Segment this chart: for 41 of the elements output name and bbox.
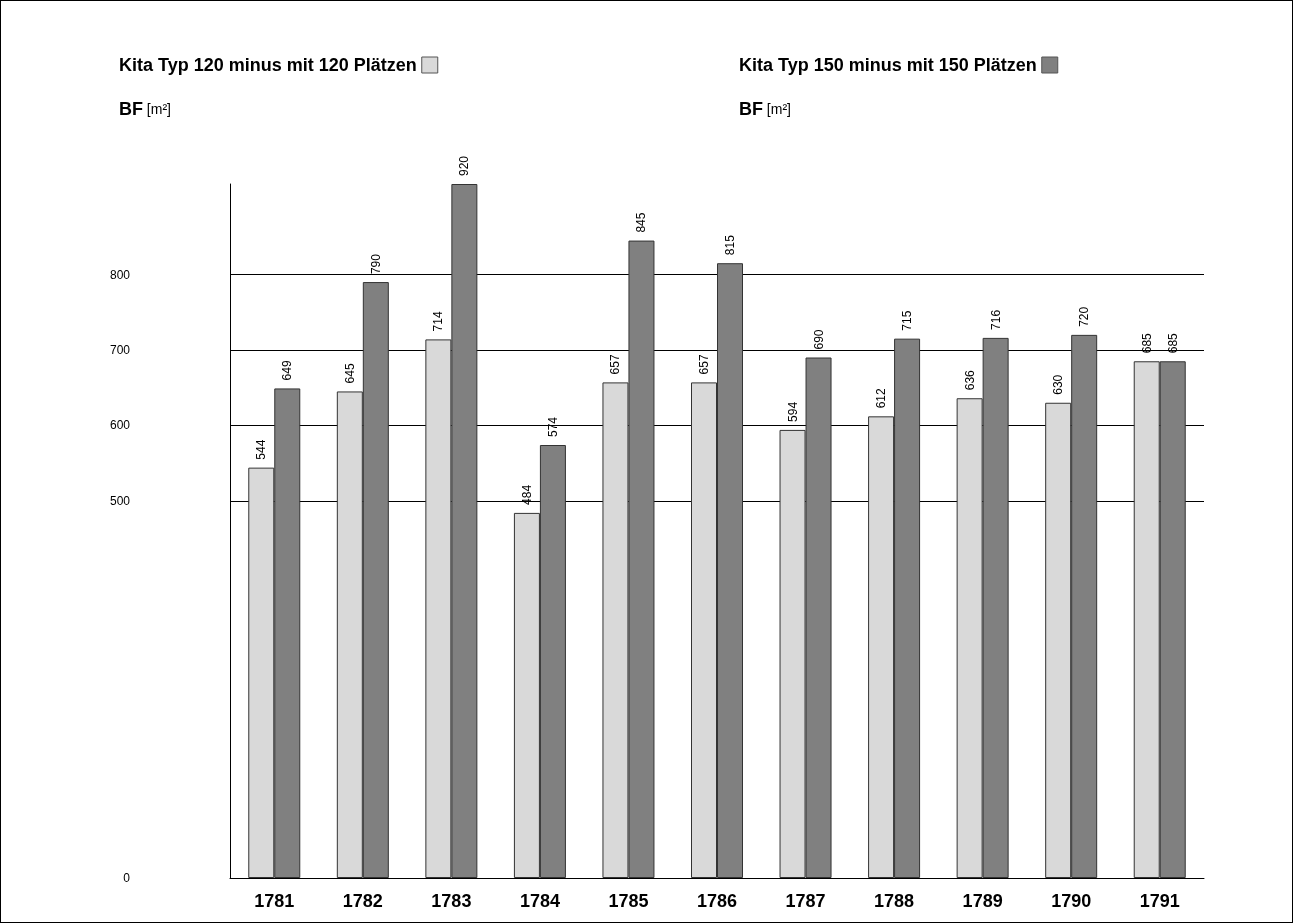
data-label: 657 — [697, 354, 711, 375]
legend-title: BF [m²] — [739, 99, 791, 119]
data-label: 714 — [431, 311, 446, 332]
x-tick-label: 1787 — [785, 891, 826, 911]
text: BF [m²] — [119, 99, 171, 119]
x-tick-label: 1788 — [874, 891, 915, 911]
data-label: 657 — [608, 354, 623, 375]
data-label: 720 — [1077, 306, 1092, 327]
data-label: 845 — [634, 212, 649, 233]
y-tick-label: 700 — [109, 342, 131, 357]
data-label: 790 — [368, 253, 383, 275]
data-label: 612 — [874, 387, 889, 409]
data-label: 544 — [254, 439, 269, 460]
y-tick-label: 0 — [123, 871, 131, 885]
data-label: 815 — [723, 234, 737, 256]
x-tick-label: 1781 — [254, 891, 295, 911]
data-label: 636 — [962, 369, 977, 391]
y-tick-label: 500 — [109, 493, 131, 508]
data-label: 685 — [1139, 332, 1154, 354]
data-label: 484 — [519, 484, 534, 505]
data-label: 715 — [900, 310, 915, 331]
y-tick-label: 800 — [109, 267, 131, 282]
data-label: 649 — [280, 360, 295, 381]
x-tick-label: 1786 — [696, 891, 738, 911]
data-label: 690 — [811, 329, 826, 350]
x-tick-label: 1783 — [431, 891, 472, 911]
data-label: 685 — [1165, 332, 1180, 354]
x-tick-label: 1789 — [962, 891, 1003, 911]
x-tick-label: 1784 — [519, 891, 560, 911]
data-label: 920 — [457, 155, 472, 176]
data-label: 630 — [1051, 374, 1066, 395]
y-tick-label: 600 — [109, 418, 131, 433]
x-tick-label: 1791 — [1139, 891, 1180, 911]
data-label: 594 — [785, 401, 800, 422]
data-label: 645 — [342, 363, 357, 384]
legend-label: Kita Typ 150 minus mit 150 Plätzen — [739, 55, 1037, 75]
legend-label: Kita Typ 120 minus mit 120 Plätzen — [119, 55, 417, 75]
x-tick-label: 1785 — [608, 891, 649, 911]
x-tick-label: 1782 — [342, 891, 383, 911]
x-tick-label: 1790 — [1051, 891, 1092, 911]
data-label: 716 — [988, 309, 1003, 330]
